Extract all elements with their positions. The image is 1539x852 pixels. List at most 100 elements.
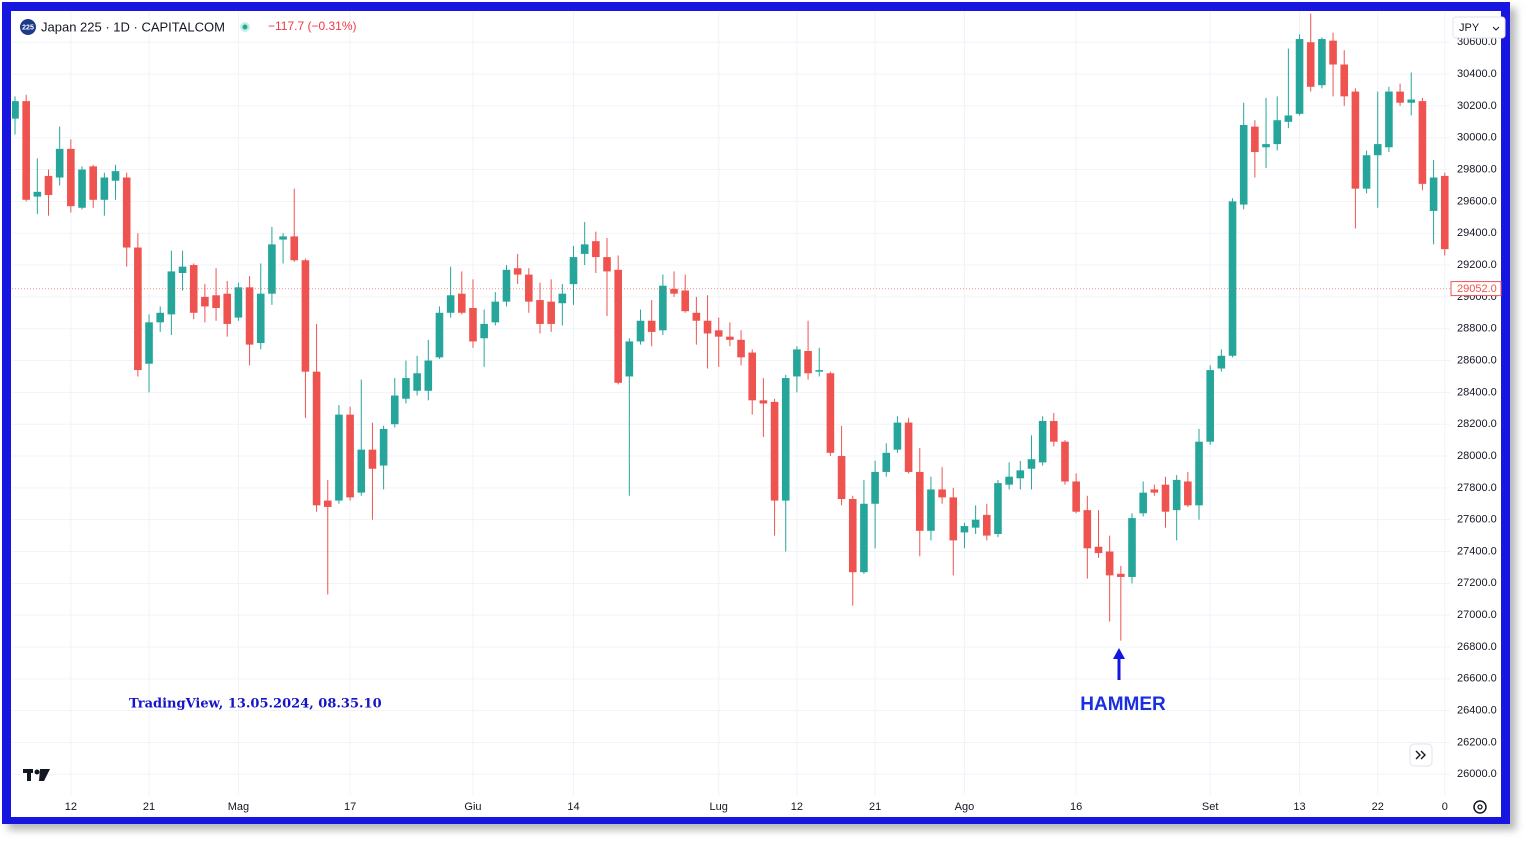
candle-body [770,401,779,501]
candle-body [1429,177,1438,211]
candle-body [1329,40,1337,65]
y-tick-label: 30600.0 [1457,36,1497,48]
candle-body [580,244,589,254]
candle-body [435,312,444,358]
candle-body [1072,481,1080,512]
scroll-to-realtime-button[interactable] [1409,743,1433,767]
y-tick-label: 28600.0 [1457,354,1497,366]
candle-body [1396,91,1404,103]
candle-body [1340,64,1349,97]
x-tick-label: 13 [1293,801,1305,813]
axes: 26000.0 26200.0 26400.0 26600.0 26800.0 27000… [12,36,1502,813]
candle-body [122,177,131,248]
candle-body [1362,155,1371,189]
candle-body [1206,370,1214,442]
gear-ring [1473,800,1487,814]
annotation-text: HAMMER [1080,694,1166,715]
x-tick-label: 22 [1372,801,1384,813]
currency-label[interactable]: JPY [1459,22,1480,34]
x-tick-label: 14 [567,801,579,813]
candle-body [1373,144,1382,156]
candle-body [67,148,75,207]
candle-body [178,266,187,273]
candle-body [949,497,958,541]
candle-body [1351,91,1360,189]
candle-body [882,452,891,472]
y-tick-label: 27800.0 [1457,482,1497,494]
y-tick-label: 26800.0 [1457,641,1497,653]
candle-body [636,320,645,342]
tv-logo[interactable] [23,769,50,781]
candle-body [748,352,757,401]
status-dot [242,24,248,30]
settings-button[interactable] [1473,800,1487,814]
candle-body [1105,551,1114,576]
y-tick-label: 26200.0 [1457,736,1497,748]
candle-body [1295,39,1304,114]
candle-body [12,101,19,119]
candle-body [1161,484,1170,512]
candle-body [1083,510,1092,549]
candle-body [502,269,511,302]
x-tick-label: Ago [955,801,975,813]
candle-body [837,456,846,499]
candle-body [1128,518,1136,577]
candle-body [592,241,600,258]
candle-body [1094,546,1103,554]
candle-body [804,350,812,374]
x-tick-label: 0 [1442,801,1448,813]
candle-body [714,330,723,337]
candle-body [156,312,165,323]
candle-body [904,422,913,472]
candle-body [111,171,120,181]
candle-body [815,370,824,372]
candle-body [223,293,232,324]
candle-body [145,322,153,364]
candle-body [167,271,176,315]
x-tick-label: 12 [65,801,77,813]
candle-body [647,320,656,332]
candle-body [536,300,544,324]
candle-body [1440,175,1449,250]
candle-body [1273,120,1282,145]
scroll-icon [1415,750,1426,760]
candle-body [681,290,689,312]
candle-body [737,339,745,358]
candle-body [1150,489,1159,493]
candle-body [1217,355,1226,369]
candle-body [860,503,868,573]
candle-body [670,288,678,294]
candle-body [1172,479,1181,511]
candle-body [938,489,946,498]
candle-body [100,177,109,200]
candle-body [189,265,198,313]
candle-body [603,257,611,272]
candle-body [1239,124,1248,205]
y-tick-label: 26400.0 [1457,705,1497,717]
symbol-title[interactable]: Japan 225 · 1D · CAPITALCOM [41,19,225,34]
candle-body [458,293,466,313]
candle-body [323,500,332,507]
candle-body [1050,421,1058,442]
candle-body [1228,201,1237,356]
candle-body [268,244,276,294]
candle-body [1195,441,1203,506]
candle-body [89,166,97,200]
currency-selector[interactable] [1452,16,1506,39]
candle-body [547,301,555,324]
candle-body [793,349,801,377]
candle-body [513,268,522,275]
y-tick-label: 27400.0 [1457,545,1497,557]
candle-body [256,293,265,344]
x-tick-label: Set [1202,801,1219,813]
candle-body [625,341,634,377]
candle-body [915,471,924,531]
candle-body [614,269,622,383]
candle-body [22,101,30,200]
candle-body [871,471,879,504]
candle-body [424,360,433,391]
y-tick-label: 27000.0 [1457,609,1497,621]
annotation-arrowhead [1113,648,1125,659]
candle-body [994,483,1002,534]
x-tick-label: 12 [791,801,803,813]
